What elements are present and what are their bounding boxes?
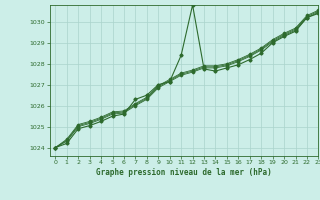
X-axis label: Graphe pression niveau de la mer (hPa): Graphe pression niveau de la mer (hPa)	[96, 168, 272, 177]
